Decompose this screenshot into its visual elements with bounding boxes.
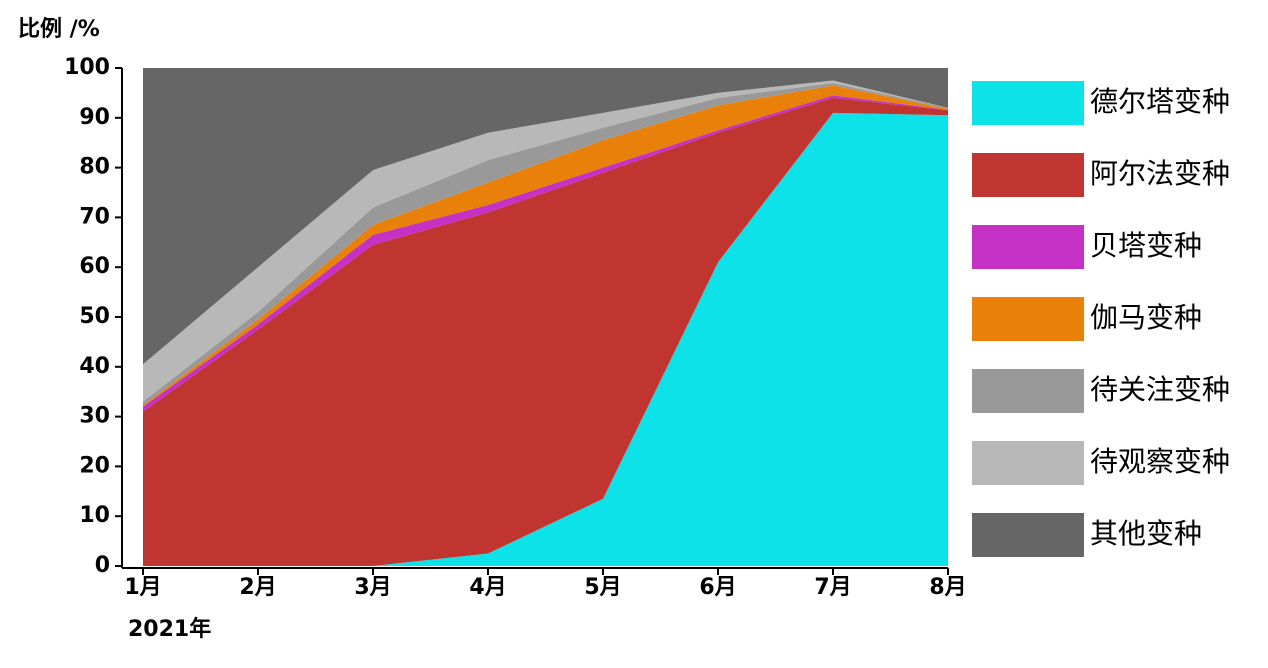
legend-swatch (972, 369, 1084, 413)
legend-swatch (972, 441, 1084, 485)
area (143, 68, 948, 365)
area (143, 97, 948, 566)
legend-label: 阿尔法变种 (1090, 157, 1230, 190)
y-tick-label: 60 (79, 254, 110, 279)
legend-swatch (972, 297, 1084, 341)
y-tick-label: 80 (79, 155, 110, 180)
legend-swatch (972, 153, 1084, 197)
y-tick-label: 40 (79, 354, 110, 379)
x-axis-label: 2021年 (128, 616, 211, 642)
y-axis-label: 比例 /% (18, 17, 100, 42)
area (143, 82, 948, 406)
legend-label: 待观察变种 (1090, 445, 1230, 478)
x-tick-label: 5月 (584, 575, 621, 600)
x-tick-label: 6月 (699, 575, 736, 600)
legend-label: 伽马变种 (1090, 301, 1202, 334)
area (143, 112, 948, 566)
y-tick-label: 70 (79, 204, 110, 229)
x-tick-label: 8月 (929, 575, 966, 600)
y-tick-label: 20 (79, 453, 110, 478)
area (143, 80, 948, 402)
x-tick-label: 2月 (239, 575, 276, 600)
y-tick-label: 30 (79, 404, 110, 429)
y-tick-label: 0 (95, 553, 110, 578)
y-tick-label: 100 (64, 55, 110, 80)
y-tick-label: 10 (79, 503, 110, 528)
x-tick-label: 3月 (354, 575, 391, 600)
legend-swatch (972, 513, 1084, 557)
legend-label: 其他变种 (1090, 517, 1202, 550)
legend-label: 待关注变种 (1090, 373, 1230, 406)
legend-swatch (972, 81, 1084, 125)
x-tick-label: 7月 (814, 575, 851, 600)
y-tick-label: 90 (79, 105, 110, 130)
legend-swatch (972, 225, 1084, 269)
legend-label: 德尔塔变种 (1090, 85, 1230, 118)
x-tick-label: 1月 (124, 575, 161, 600)
x-tick-label: 4月 (469, 575, 506, 600)
y-tick-label: 50 (79, 304, 110, 329)
legend-label: 贝塔变种 (1090, 229, 1202, 262)
